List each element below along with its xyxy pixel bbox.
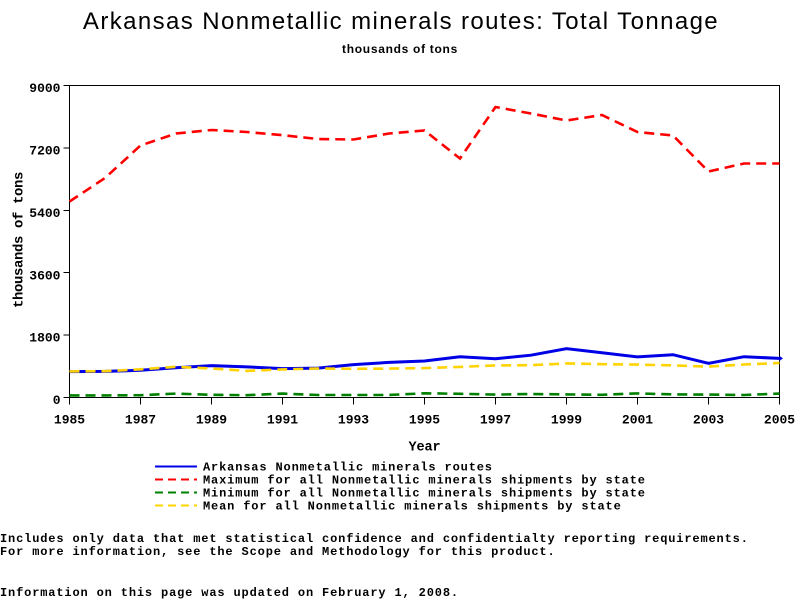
svg-text:Includes only data that met st: Includes only data that met statistical … (0, 532, 749, 546)
svg-text:Arkansas Nonmetallic minerals: Arkansas Nonmetallic minerals routes: To… (83, 8, 719, 35)
svg-text:Information on this page was u: Information on this page was updated on … (0, 586, 459, 600)
svg-text:1985: 1985 (54, 413, 85, 428)
svg-text:2003: 2003 (693, 413, 724, 428)
svg-text:Arkansas Nonmetallic minerals: Arkansas Nonmetallic minerals routes (203, 461, 493, 475)
svg-text:1800: 1800 (29, 331, 60, 346)
svg-text:7200: 7200 (29, 144, 60, 159)
svg-text:1995: 1995 (409, 413, 440, 428)
svg-text:1989: 1989 (196, 413, 227, 428)
svg-text:1999: 1999 (551, 413, 582, 428)
svg-text:1993: 1993 (338, 413, 369, 428)
svg-text:1987: 1987 (125, 413, 156, 428)
svg-text:9000: 9000 (29, 81, 60, 96)
svg-text:1991: 1991 (267, 413, 298, 428)
svg-text:2005: 2005 (764, 413, 795, 428)
svg-text:Year: Year (408, 441, 440, 456)
svg-text:5400: 5400 (29, 206, 60, 221)
svg-text:thousands of tons: thousands of tons (342, 42, 458, 56)
svg-text:Mean for all Nonmetallic miner: Mean for all Nonmetallic minerals shipme… (203, 500, 622, 514)
svg-text:Maximum for all Nonmetallic mi: Maximum for all Nonmetallic minerals shi… (203, 474, 646, 488)
svg-text:2001: 2001 (622, 413, 653, 428)
svg-text:0: 0 (53, 393, 61, 408)
svg-text:1997: 1997 (480, 413, 511, 428)
svg-text:thousands of tons: thousands of tons (12, 172, 28, 308)
svg-text:Minimum for all Nonmetallic mi: Minimum for all Nonmetallic minerals shi… (203, 487, 646, 501)
svg-text:3600: 3600 (29, 268, 60, 283)
svg-text:For more information, see the: For more information, see the Scope and … (0, 545, 556, 559)
